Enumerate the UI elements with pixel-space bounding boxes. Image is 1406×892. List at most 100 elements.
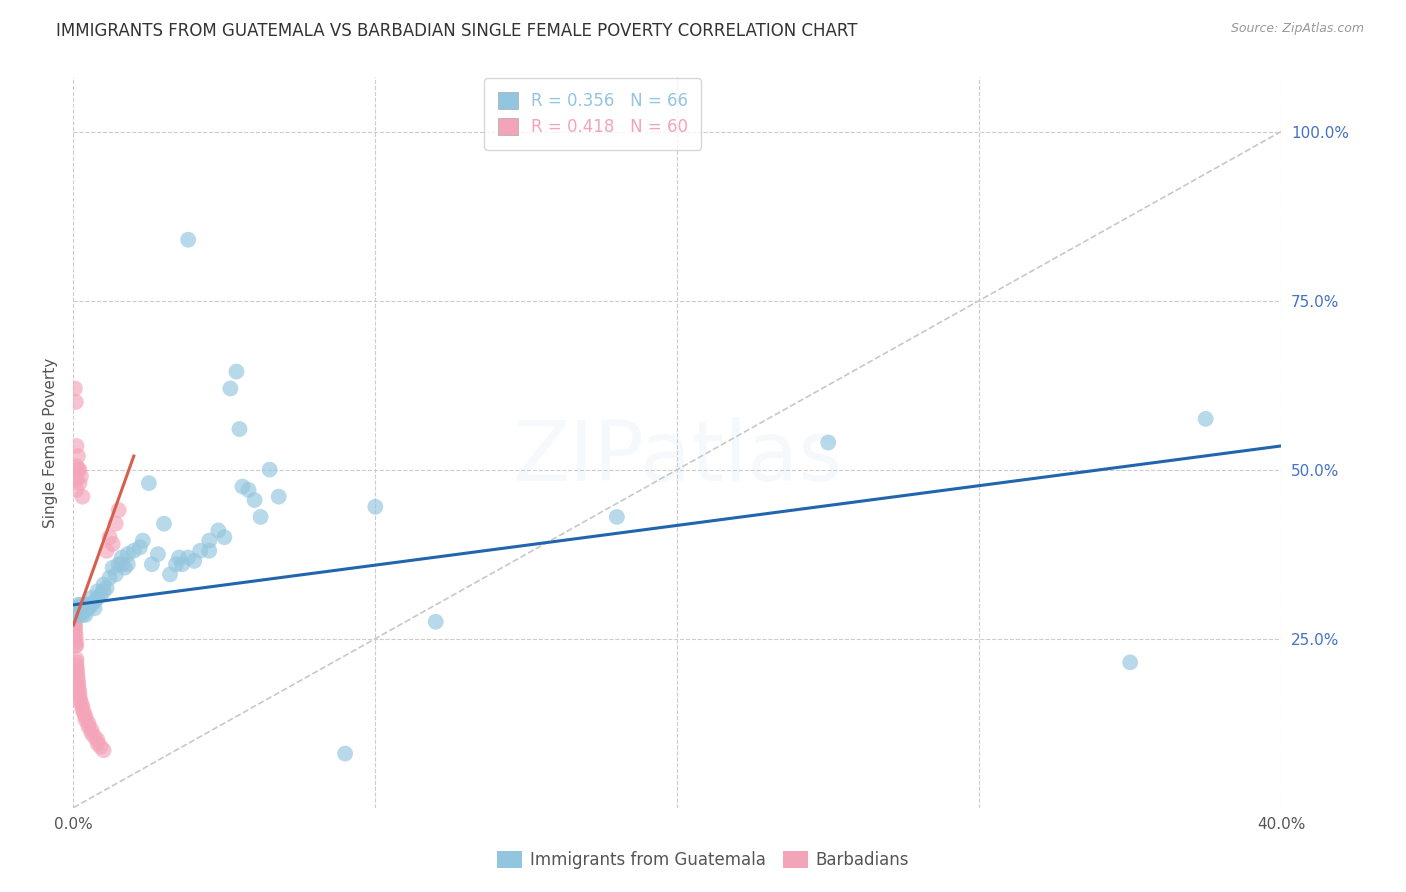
Point (77, 716, 100, 731)
Point (96, 543, 118, 558)
Point (77, 720, 100, 734)
Point (96, 581, 118, 595)
Point (63, 622, 86, 636)
Point (122, 543, 145, 558)
Point (75, 598, 97, 612)
Point (1119, 655, 1142, 669)
Point (67, 689, 90, 703)
Point (225, 365, 247, 379)
Text: IMMIGRANTS FROM GUATEMALA VS BARBADIAN SINGLE FEMALE POVERTY CORRELATION CHART: IMMIGRANTS FROM GUATEMALA VS BARBADIAN S… (56, 22, 858, 40)
Point (66, 449, 89, 463)
Point (65, 628, 87, 642)
Point (72, 601, 94, 615)
Point (65, 395, 87, 409)
Point (83, 730, 105, 744)
Point (172, 558, 194, 572)
Point (72, 699, 94, 714)
Point (259, 462, 281, 476)
Point (65, 473, 87, 487)
Point (243, 493, 266, 508)
Point (80, 726, 103, 740)
Y-axis label: Single Female Poverty: Single Female Poverty (44, 358, 58, 528)
Point (67, 686, 90, 700)
Point (70, 696, 93, 710)
Point (101, 560, 124, 574)
Point (177, 233, 200, 247)
Point (65, 459, 87, 474)
Point (66, 662, 89, 676)
Point (86, 733, 108, 747)
Point (65, 655, 87, 669)
Point (83, 601, 105, 615)
Point (198, 543, 221, 558)
Point (267, 490, 290, 504)
Point (219, 382, 242, 396)
Point (425, 615, 447, 629)
Point (80, 723, 103, 737)
Point (207, 524, 229, 538)
Point (67, 682, 90, 697)
Point (114, 560, 136, 574)
Text: Source: ZipAtlas.com: Source: ZipAtlas.com (1230, 22, 1364, 36)
Point (817, 435, 839, 450)
Point (73, 706, 96, 720)
Point (80, 598, 103, 612)
Point (146, 547, 169, 561)
Point (107, 503, 129, 517)
Point (167, 550, 190, 565)
Point (70, 469, 93, 483)
Point (72, 703, 94, 717)
Point (1194, 412, 1216, 426)
Point (188, 543, 211, 558)
Point (65, 632, 87, 646)
Point (132, 533, 155, 548)
Point (65, 652, 87, 666)
Point (72, 607, 94, 622)
Point (75, 709, 97, 723)
Point (63, 607, 86, 622)
Point (231, 479, 253, 493)
Point (93, 743, 115, 757)
Point (90, 739, 112, 754)
Point (72, 490, 94, 504)
Point (153, 516, 176, 531)
Point (104, 516, 127, 531)
Point (73, 605, 96, 619)
Point (63, 624, 86, 639)
Point (117, 547, 139, 561)
Point (65, 639, 87, 653)
Point (66, 462, 89, 476)
Point (107, 558, 129, 572)
Point (65, 639, 87, 653)
Point (77, 598, 100, 612)
Point (214, 530, 236, 544)
Point (63, 607, 86, 622)
Point (198, 533, 221, 548)
Text: ZIPatlas: ZIPatlas (512, 417, 842, 498)
Point (65, 635, 87, 649)
Point (75, 713, 97, 727)
Point (228, 422, 250, 436)
Legend: Immigrants from Guatemala, Barbadians: Immigrants from Guatemala, Barbadians (486, 841, 920, 880)
Point (65, 605, 87, 619)
Point (86, 591, 108, 605)
Point (67, 607, 90, 622)
Point (86, 736, 108, 750)
Point (111, 558, 134, 572)
Point (65, 439, 87, 453)
Point (66, 669, 89, 683)
Point (67, 462, 90, 476)
Point (93, 577, 115, 591)
Point (90, 588, 112, 602)
Point (177, 550, 200, 565)
Point (128, 541, 150, 555)
Point (75, 607, 97, 622)
Point (63, 611, 86, 625)
Point (249, 510, 271, 524)
Point (138, 476, 160, 491)
Point (159, 567, 181, 582)
Point (364, 500, 387, 514)
Point (65, 483, 87, 497)
Point (98, 571, 121, 585)
Point (63, 618, 86, 632)
